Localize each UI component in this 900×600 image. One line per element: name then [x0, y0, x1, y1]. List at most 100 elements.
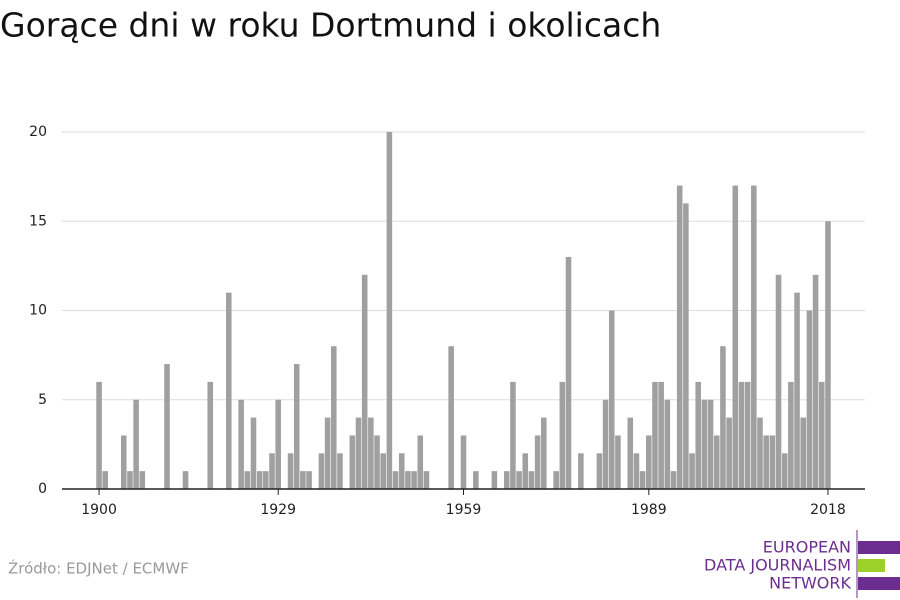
- bar: [491, 471, 498, 489]
- bar: [781, 453, 788, 489]
- bar: [683, 203, 689, 489]
- bar: [368, 417, 374, 489]
- logo-text: DATA JOURNALISM: [704, 556, 851, 575]
- bar: [522, 453, 529, 489]
- y-tick-label: 15: [29, 213, 47, 229]
- bar: [398, 453, 405, 489]
- bar: [263, 471, 269, 489]
- bar: [269, 453, 275, 489]
- bar: [448, 346, 454, 489]
- source: Źródło: EDJNet / ECMWF: [8, 559, 189, 578]
- bar: [800, 417, 807, 489]
- logo-bar: [858, 541, 900, 554]
- bar: [380, 453, 386, 489]
- bar: [695, 381, 702, 489]
- bar: [565, 256, 572, 489]
- bar: [608, 310, 615, 489]
- x-tick-label: 2018: [810, 502, 846, 518]
- bar: [306, 471, 312, 489]
- bar: [503, 471, 510, 489]
- bar: [751, 185, 757, 490]
- bar: [818, 381, 825, 489]
- y-tick-label: 5: [38, 392, 47, 408]
- bar: [578, 453, 584, 489]
- bar: [707, 399, 714, 489]
- bar: [670, 471, 677, 489]
- logo-bar: [858, 577, 900, 590]
- bar: [646, 435, 652, 489]
- bar: [182, 471, 189, 489]
- bar: [726, 417, 732, 489]
- y-tick-label: 0: [38, 481, 47, 497]
- bar: [207, 381, 214, 489]
- bar: [559, 381, 566, 489]
- bar: [460, 435, 467, 489]
- bar: [324, 417, 331, 489]
- bar: [553, 471, 559, 489]
- y-tick-label: 10: [29, 303, 47, 319]
- bar: [615, 435, 621, 489]
- bar: [534, 435, 541, 489]
- bar: [127, 471, 133, 489]
- bar: [300, 471, 306, 489]
- bar: [133, 399, 139, 489]
- bar: [806, 310, 813, 489]
- bar: [164, 364, 170, 489]
- bar: [244, 471, 251, 489]
- bar: [349, 435, 356, 489]
- bar: [139, 471, 146, 489]
- bar: [275, 399, 281, 489]
- chart-title: Gorące dni w roku Dortmund i okolicach: [0, 6, 661, 45]
- bar: [120, 435, 127, 489]
- x-tick-label: 1959: [446, 502, 482, 518]
- bar: [287, 453, 294, 489]
- bar: [633, 453, 640, 489]
- bar: [713, 435, 720, 489]
- bar: [763, 435, 769, 489]
- bar: [639, 471, 646, 489]
- y-tick-label: 20: [29, 124, 47, 140]
- bar: [331, 346, 337, 489]
- bar: [825, 221, 831, 489]
- bar: [256, 471, 263, 489]
- bar: [676, 185, 683, 490]
- x-tick-label: 1929: [260, 502, 296, 518]
- bar: [102, 471, 109, 489]
- bar: [788, 381, 794, 489]
- bar: [250, 417, 257, 489]
- bar: [794, 292, 800, 489]
- x-tick-label: 1900: [81, 502, 117, 518]
- bar: [602, 399, 609, 489]
- bar: [225, 292, 232, 489]
- bar: [337, 453, 343, 489]
- bar: [769, 435, 776, 489]
- bar: [757, 417, 763, 489]
- bar: [361, 274, 368, 489]
- bar: [238, 399, 244, 489]
- bar: [293, 364, 300, 489]
- bar: [392, 471, 399, 489]
- bar: [664, 399, 671, 489]
- bar: [627, 417, 634, 489]
- bar: [652, 381, 658, 489]
- bar: [812, 274, 819, 489]
- bar: [355, 417, 362, 489]
- bar: [775, 274, 782, 489]
- bar: [96, 381, 102, 489]
- bar: [720, 346, 726, 489]
- logo: EUROPEAN DATA JOURNALISM NETWORK: [704, 530, 900, 598]
- logo-text: EUROPEAN: [763, 538, 851, 557]
- bar: [689, 453, 695, 489]
- bar: [417, 435, 424, 489]
- logo-bar: [858, 559, 885, 572]
- x-tick-label: 1989: [631, 502, 667, 518]
- bar: [510, 381, 516, 489]
- bar: [701, 399, 708, 489]
- bar: [516, 471, 522, 489]
- bar: [318, 453, 325, 489]
- bar: [658, 381, 664, 489]
- bar: [473, 471, 479, 489]
- bar: [541, 417, 547, 489]
- bar: [744, 381, 751, 489]
